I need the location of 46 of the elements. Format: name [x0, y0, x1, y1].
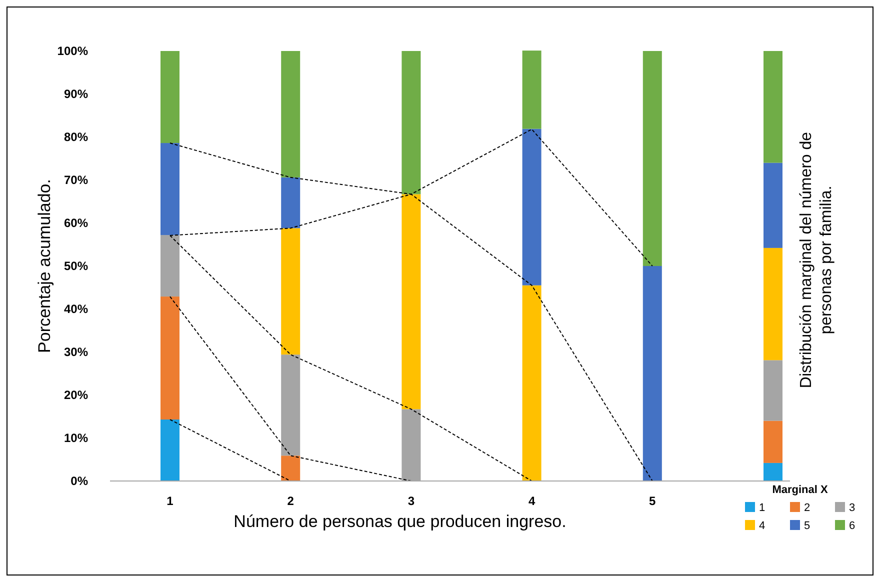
bar — [281, 228, 300, 355]
y-tick-label: 100% — [57, 44, 88, 58]
bar — [160, 235, 180, 297]
x-tick-label: 3 — [408, 494, 415, 508]
bar — [642, 266, 662, 481]
x-tick-label: 5 — [649, 494, 656, 508]
x-tick-label: 1 — [166, 494, 174, 508]
y2-axis-title: Distribución marginal del número de personas por familia. — [798, 132, 836, 388]
bar — [522, 128, 542, 286]
x-tick-label: 2 — [287, 494, 294, 508]
bar — [764, 360, 782, 421]
y-tick-label: 20% — [64, 388, 88, 402]
bar — [160, 51, 180, 144]
y-tick-label: 0% — [70, 474, 88, 488]
bar — [764, 462, 782, 481]
bar — [764, 162, 782, 248]
y-tick-label: 70% — [64, 173, 88, 188]
bar — [281, 456, 300, 481]
bar — [160, 420, 180, 481]
bar — [160, 143, 180, 236]
bar — [764, 248, 782, 360]
y-tick-label: 90% — [64, 87, 88, 102]
bar — [281, 51, 300, 178]
y-tick-label: 80% — [64, 130, 88, 144]
bar — [764, 51, 782, 163]
bar — [642, 51, 662, 266]
y-tick-label: 40% — [64, 302, 88, 316]
y-tick-label: 50% — [64, 259, 88, 274]
legend-title: Marginal X — [772, 484, 828, 496]
y-tick-label: 30% — [64, 345, 88, 360]
bar — [281, 177, 300, 228]
bar — [522, 285, 542, 481]
bar — [764, 420, 782, 463]
y-axis-title: Porcentaje acumulado. — [35, 179, 54, 353]
x-tick-label: 4 — [528, 494, 536, 508]
legend-label: 5 — [804, 520, 810, 532]
bar — [160, 296, 180, 420]
x-axis-title: Número de personas que producen ingreso. — [234, 512, 566, 531]
y-tick-label: 10% — [64, 431, 88, 446]
legend-label: 6 — [849, 520, 856, 532]
bar — [402, 194, 421, 410]
y-tick-label: 60% — [64, 216, 88, 230]
legend-label: 4 — [759, 520, 766, 532]
bar — [522, 50, 542, 129]
bar — [281, 354, 300, 456]
bar — [402, 51, 421, 194]
